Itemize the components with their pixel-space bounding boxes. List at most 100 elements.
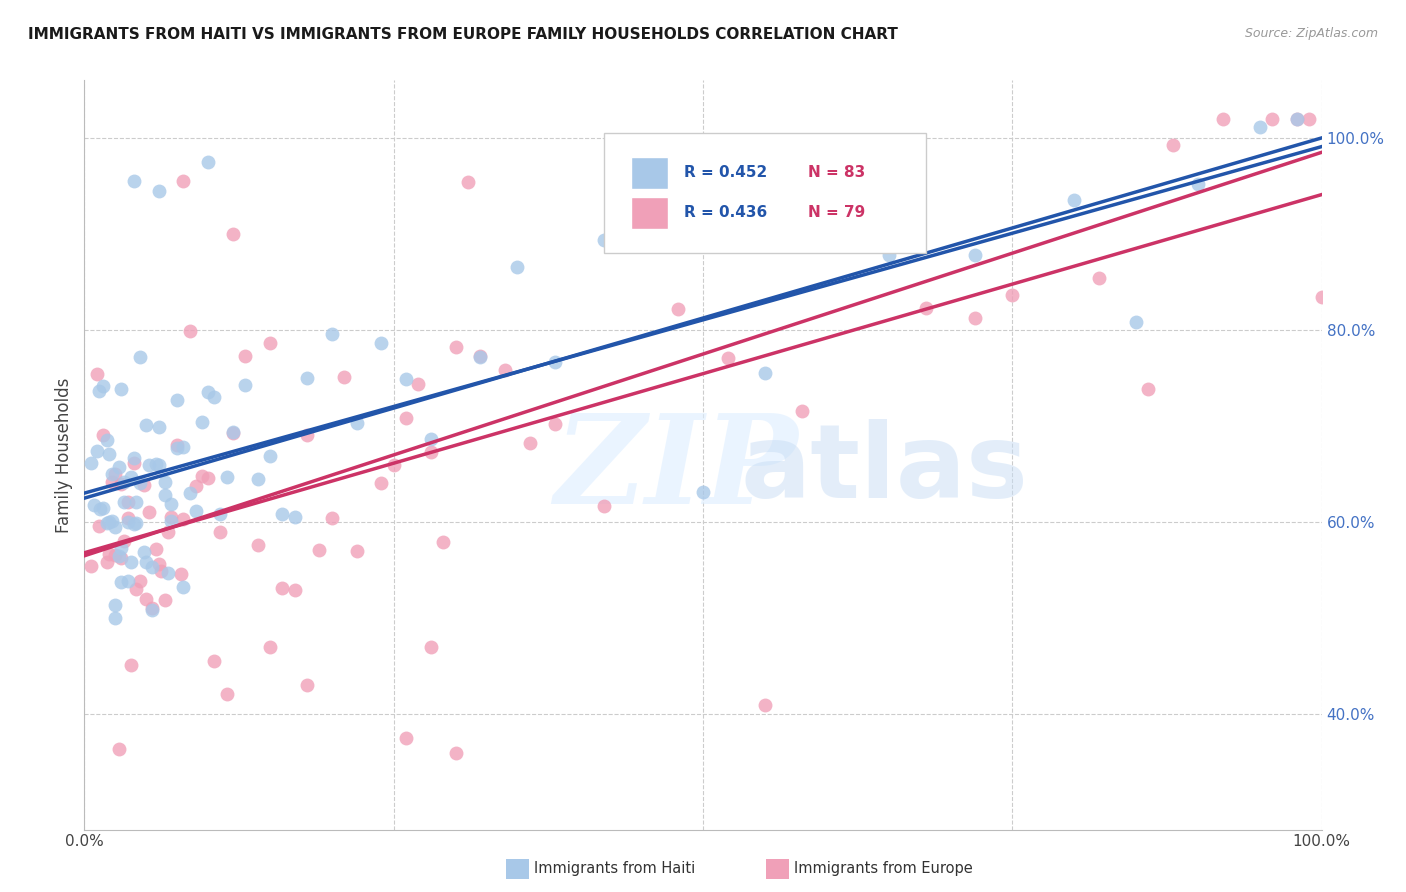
Point [408,376,430,391]
Point [233,349,256,363]
Point [160,510,183,524]
Point [766,211,789,226]
Point [145,457,167,471]
Point [122,456,145,470]
Point [112,494,135,508]
Point [1001,288,1024,302]
Point [295,678,318,692]
Point [1212,112,1234,126]
Point [135,417,157,432]
Point [91,379,114,393]
Point [1063,193,1085,207]
Point [914,301,936,316]
Text: R = 0.436: R = 0.436 [685,205,768,220]
Point [96,516,118,530]
Point [1137,383,1160,397]
Point [1125,314,1147,328]
Point [108,459,131,474]
Point [148,419,170,434]
Point [222,425,245,440]
Point [125,495,148,509]
Point [197,471,219,485]
Point [444,340,467,354]
Point [419,640,441,654]
Point [89,502,111,516]
Point [184,478,207,492]
Text: R = 0.452: R = 0.452 [685,165,768,180]
Point [457,175,479,189]
Point [494,363,516,377]
Point [160,497,183,511]
Point [259,335,281,350]
Point [382,458,405,472]
Point [96,555,118,569]
Point [172,174,194,188]
Point [295,371,318,385]
Point [172,512,194,526]
Point [172,440,194,454]
Point [112,533,135,548]
Point [543,355,565,369]
Point [593,500,616,514]
Point [202,390,225,404]
Point [184,504,207,518]
Point [86,367,108,381]
Point [157,525,180,540]
Point [91,427,114,442]
Point [125,516,148,531]
Point [321,511,343,525]
Point [259,449,281,463]
Point [246,472,269,486]
Point [754,366,776,380]
Point [370,476,392,491]
Point [86,444,108,458]
Point [150,564,173,578]
Point [104,549,127,563]
Point [1161,138,1184,153]
FancyBboxPatch shape [631,158,668,189]
Point [179,324,201,338]
Point [321,326,343,341]
Point [138,458,160,472]
Point [1249,120,1271,135]
Point [120,555,142,569]
Point [129,475,152,490]
Point [877,248,900,262]
Text: IMMIGRANTS FROM HAITI VS IMMIGRANTS FROM EUROPE FAMILY HOUSEHOLDS CORRELATION CH: IMMIGRANTS FROM HAITI VS IMMIGRANTS FROM… [28,27,898,42]
Point [153,488,176,502]
Point [222,227,245,241]
Point [104,467,127,482]
Point [104,598,127,612]
Point [170,566,193,581]
Point [432,535,454,549]
Point [120,657,142,672]
Point [160,514,183,528]
Point [125,582,148,596]
Point [141,560,163,574]
Point [157,566,180,580]
Point [148,557,170,571]
Point [308,542,330,557]
Point [166,438,188,452]
Point [419,444,441,458]
Point [166,392,188,407]
Point [395,411,418,425]
Point [470,349,492,363]
Point [83,498,105,512]
Point [246,538,269,552]
Point [191,468,214,483]
Point [110,541,132,556]
Point [98,547,121,561]
Point [395,731,418,746]
Point [197,385,219,400]
Y-axis label: Family Households: Family Households [55,377,73,533]
Point [100,515,122,529]
Point [135,555,157,569]
Point [692,484,714,499]
Point [122,516,145,531]
FancyBboxPatch shape [631,197,668,228]
Point [100,467,122,481]
Point [209,525,232,540]
Point [122,451,145,466]
Point [141,603,163,617]
